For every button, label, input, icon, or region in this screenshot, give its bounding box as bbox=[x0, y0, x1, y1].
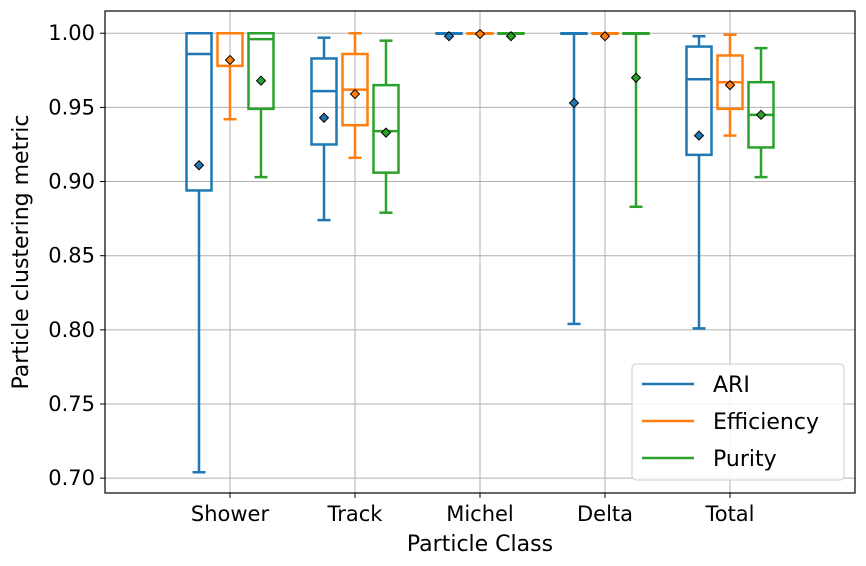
y-tick-label: 0.80 bbox=[48, 318, 95, 342]
legend-frame bbox=[631, 363, 845, 481]
iqr-box bbox=[685, 45, 713, 157]
efficiency-box-delta bbox=[591, 31, 619, 42]
efficiency-box-total bbox=[716, 33, 744, 137]
y-tick-label: 0.70 bbox=[48, 466, 95, 490]
efficiency-box-shower bbox=[216, 31, 244, 121]
ari-box-total bbox=[685, 34, 713, 330]
legend-label-efficiency: Efficiency bbox=[713, 410, 819, 435]
mean-marker bbox=[318, 112, 330, 123]
ari-box-shower bbox=[185, 31, 213, 474]
mean-marker bbox=[255, 75, 267, 86]
mean-marker bbox=[474, 28, 486, 40]
legend-label-purity: Purity bbox=[713, 447, 777, 472]
x-tick-label: Track bbox=[327, 502, 384, 526]
x-tick-label: Delta bbox=[577, 502, 633, 526]
y-tick-label: 0.75 bbox=[48, 392, 95, 416]
y-tick-label: 0.85 bbox=[48, 244, 95, 268]
efficiency-box-track bbox=[341, 31, 369, 160]
mean-marker bbox=[693, 130, 705, 141]
iqr-box bbox=[185, 31, 213, 192]
iqr-box bbox=[310, 57, 338, 146]
y-axis-title: Particle clustering metric bbox=[9, 115, 34, 390]
y-tick-label: 1.00 bbox=[48, 21, 95, 45]
x-axis-title: Particle Class bbox=[407, 532, 553, 557]
mean-marker bbox=[724, 79, 736, 91]
mean-marker bbox=[568, 97, 580, 109]
ari-box-michel bbox=[435, 31, 463, 42]
mean-marker bbox=[755, 109, 767, 121]
legend-label-ari: ARI bbox=[713, 373, 750, 398]
purity-box-michel bbox=[497, 31, 525, 42]
ari-box-track bbox=[310, 36, 338, 222]
mean-marker bbox=[193, 160, 205, 171]
mean-marker bbox=[505, 31, 517, 42]
y-tick-label: 0.90 bbox=[48, 170, 95, 194]
purity-box-total bbox=[747, 46, 775, 179]
x-tick-label: Total bbox=[704, 502, 754, 526]
y-tick-labels: 0.70 0.75 0.80 0.85 0.90 0.95 1.00 bbox=[48, 21, 105, 490]
mean-marker bbox=[630, 72, 642, 83]
box-layer bbox=[185, 28, 775, 474]
y-tick-label: 0.95 bbox=[48, 95, 95, 119]
iqr-box bbox=[247, 31, 275, 111]
x-tick-label: Shower bbox=[191, 502, 270, 526]
mean-marker bbox=[224, 54, 236, 66]
purity-box-track bbox=[372, 39, 400, 214]
mean-marker bbox=[599, 31, 611, 42]
legend: ARI Efficiency Purity bbox=[631, 363, 845, 481]
x-tick-label: Michel bbox=[446, 502, 514, 526]
ari-box-delta bbox=[560, 31, 588, 326]
x-tick-labels: Shower Track Michel Delta Total bbox=[191, 493, 755, 526]
efficiency-box-michel bbox=[466, 28, 494, 40]
iqr-box bbox=[372, 83, 400, 174]
mean-marker bbox=[349, 88, 361, 100]
purity-box-shower bbox=[247, 31, 275, 179]
mean-marker bbox=[443, 31, 455, 42]
mean-marker bbox=[380, 127, 392, 138]
purity-box-delta bbox=[622, 31, 650, 209]
